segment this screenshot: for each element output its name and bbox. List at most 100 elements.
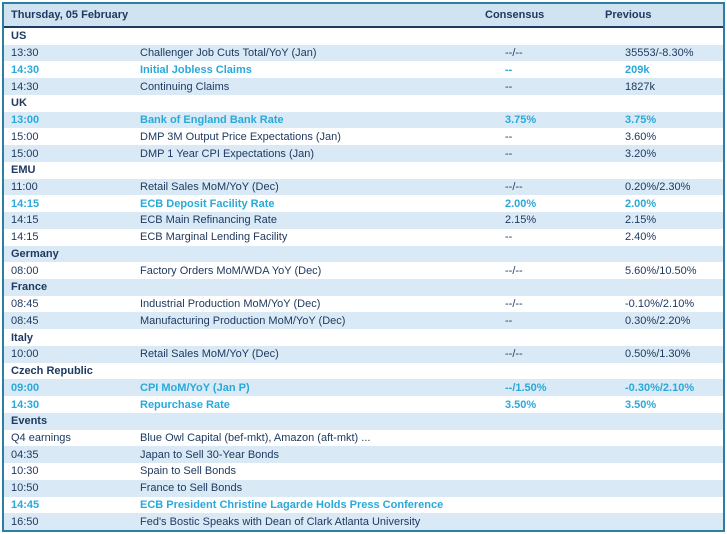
event-row: 10:00 Retail Sales MoM/YoY (Dec) --/-- 0.50…	[4, 345, 723, 363]
consensus-cell: --/--	[505, 348, 523, 361]
consensus-cell: --	[505, 231, 513, 244]
time-cell: 14:30	[11, 63, 40, 76]
previous-cell: 3.60%	[625, 130, 657, 143]
time-cell: 15:00	[11, 147, 39, 160]
event-cell: Continuing Claims	[140, 80, 230, 93]
section-label: Czech Republic	[11, 365, 93, 378]
section-label: Italy	[11, 331, 34, 344]
consensus-column-header: Consensus	[485, 9, 545, 21]
event-cell: Initial Jobless Claims	[140, 63, 252, 76]
time-cell: 08:45	[11, 314, 39, 327]
time-cell: 09:00	[11, 381, 40, 394]
consensus-cell: 3.75%	[505, 114, 537, 127]
event-row: 14:15 ECB Marginal Lending Facility -- 2.40…	[4, 228, 723, 246]
section-label: Germany	[11, 247, 59, 260]
consensus-cell: 2.15%	[505, 214, 537, 227]
consensus-cell: --	[505, 147, 513, 160]
event-row: 14:15 ECB Deposit Facility Rate 2.00% 2.00%	[4, 195, 723, 213]
event-cell: Spain to Sell Bonds	[140, 465, 237, 478]
previous-cell: 0.50%/1.30%	[625, 348, 691, 361]
time-cell: 10:30	[11, 465, 39, 478]
consensus-cell: 3.50%	[505, 398, 537, 411]
time-cell: 14:15	[11, 214, 39, 227]
event-cell: Bank of England Bank Rate	[140, 114, 284, 127]
previous-cell: 2.40%	[625, 231, 657, 244]
section-label: Events	[11, 415, 48, 428]
time-cell: 13:30	[11, 47, 39, 60]
event-cell: CPI MoM/YoY (Jan P)	[140, 381, 250, 394]
section-row: UK	[4, 94, 723, 112]
event-row: 10:50 France to Sell Bonds	[4, 479, 723, 497]
time-cell: 04:35	[11, 448, 39, 461]
consensus-cell: --/--	[505, 264, 523, 277]
event-row: 08:45 Industrial Production MoM/YoY (Dec)…	[4, 295, 723, 313]
event-row: 16:50 Fed's Bostic Speaks with Dean of Cl…	[4, 513, 723, 531]
previous-cell: 2.00%	[625, 197, 657, 210]
event-row: Q4 earnings Blue Owl Capital (bef-mkt), A…	[4, 429, 723, 447]
consensus-cell: --/1.50%	[505, 381, 547, 394]
time-cell: 08:00	[11, 264, 39, 277]
section-label: UK	[11, 97, 27, 110]
section-label: US	[11, 30, 27, 43]
section-label: EMU	[11, 164, 36, 177]
event-row: 14:30 Initial Jobless Claims -- 209k	[4, 61, 723, 79]
section-row: Germany	[4, 245, 723, 263]
time-cell: 14:45	[11, 498, 40, 511]
consensus-cell: --	[505, 63, 513, 76]
event-row: 08:45 Manufacturing Production MoM/YoY (D…	[4, 312, 723, 330]
consensus-cell: 2.00%	[505, 197, 537, 210]
event-cell: Challenger Job Cuts Total/YoY (Jan)	[140, 47, 317, 60]
event-row: 14:15 ECB Main Refinancing Rate 2.15% 2.15%	[4, 212, 723, 229]
section-row: EMU	[4, 161, 723, 179]
event-cell: Industrial Production MoM/YoY (Dec)	[140, 298, 321, 311]
event-row: 09:00 CPI MoM/YoY (Jan P) --/1.50% -0.30%/2…	[4, 379, 723, 397]
event-cell: Retail Sales MoM/YoY (Dec)	[140, 180, 279, 193]
previous-cell: -0.30%/2.10%	[625, 381, 695, 394]
event-row: 15:00 DMP 3M Output Price Expectations (J…	[4, 128, 723, 146]
event-cell: France to Sell Bonds	[140, 482, 243, 495]
event-cell: Blue Owl Capital (bef-mkt), Amazon (aft-…	[140, 431, 371, 444]
section-row: US	[4, 28, 723, 45]
event-cell: Manufacturing Production MoM/YoY (Dec)	[140, 314, 346, 327]
event-row: 11:00 Retail Sales MoM/YoY (Dec) --/-- 0.20…	[4, 178, 723, 196]
time-cell: 10:00	[11, 348, 39, 361]
date-title: Thursday, 05 February	[11, 9, 129, 21]
event-row: 13:30 Challenger Job Cuts Total/YoY (Jan)…	[4, 44, 723, 62]
time-cell: 14:30	[11, 398, 40, 411]
section-row: Czech Republic	[4, 362, 723, 380]
section-row: France	[4, 279, 723, 296]
time-cell: Q4 earnings	[11, 431, 71, 444]
previous-cell: 3.75%	[625, 114, 657, 127]
event-row: 04:35 Japan to Sell 30-Year Bonds	[4, 446, 723, 464]
event-cell: ECB Main Refinancing Rate	[140, 214, 277, 227]
time-cell: 14:15	[11, 197, 40, 210]
previous-column-header: Previous	[605, 9, 652, 21]
previous-cell: 0.30%/2.20%	[625, 314, 691, 327]
event-cell: ECB Deposit Facility Rate	[140, 197, 275, 210]
consensus-cell: --/--	[505, 47, 523, 60]
previous-cell: 1827k	[625, 80, 655, 93]
consensus-cell: --	[505, 314, 513, 327]
time-cell: 13:00	[11, 114, 40, 127]
previous-cell: 3.50%	[625, 398, 657, 411]
event-cell: ECB President Christine Lagarde Holds Pr…	[140, 498, 444, 511]
event-row: 10:30 Spain to Sell Bonds	[4, 463, 723, 480]
event-cell: Fed's Bostic Speaks with Dean of Clark A…	[140, 515, 421, 528]
section-label: France	[11, 281, 48, 294]
event-cell: Repurchase Rate	[140, 398, 230, 411]
time-cell: 08:45	[11, 298, 39, 311]
event-cell: ECB Marginal Lending Facility	[140, 231, 288, 244]
table-header-row: Thursday, 05 February Consensus Previous	[4, 4, 723, 28]
event-cell: Factory Orders MoM/WDA YoY (Dec)	[140, 264, 322, 277]
event-cell: Japan to Sell 30-Year Bonds	[140, 448, 280, 461]
time-cell: 10:50	[11, 482, 39, 495]
event-cell: DMP 3M Output Price Expectations (Jan)	[140, 130, 341, 143]
section-row: Italy	[4, 329, 723, 346]
consensus-cell: --/--	[505, 298, 523, 311]
previous-cell: 5.60%/10.50%	[625, 264, 697, 277]
consensus-cell: --	[505, 130, 513, 143]
previous-cell: -0.10%/2.10%	[625, 298, 695, 311]
event-row: 08:00 Factory Orders MoM/WDA YoY (Dec) --/…	[4, 262, 723, 280]
time-cell: 15:00	[11, 130, 39, 143]
